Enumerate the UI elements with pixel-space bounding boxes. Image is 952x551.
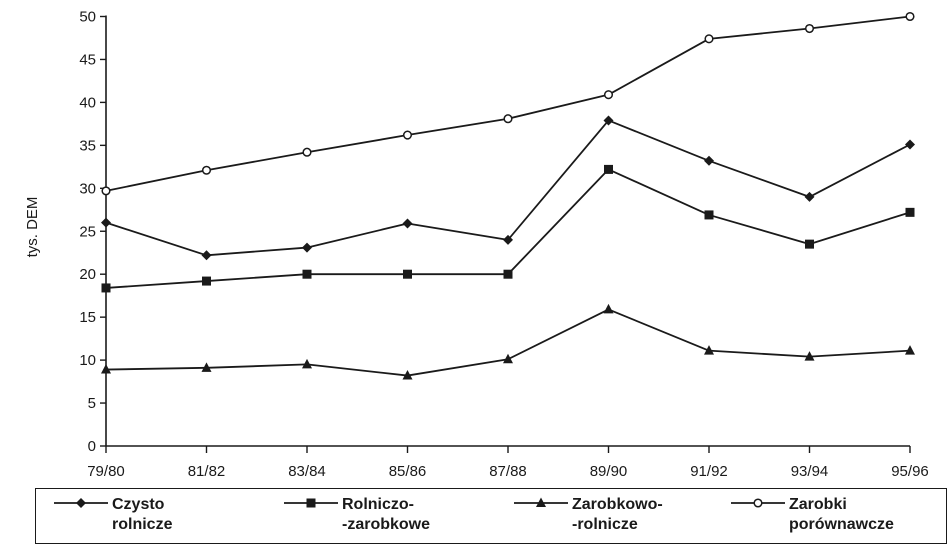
- x-tick-label: 95/96: [891, 463, 929, 480]
- x-tick-label: 79/80: [87, 463, 125, 480]
- data-point-rolniczo: [302, 269, 312, 279]
- data-point-zarobki: [101, 186, 111, 196]
- data-point-zarobkowo: [101, 364, 111, 374]
- y-tick-label: 5: [88, 395, 96, 412]
- data-point-rolniczo: [604, 164, 613, 174]
- series-rolniczo: [101, 164, 915, 293]
- legend-swatch: [514, 497, 568, 507]
- legend-label: Czysto rolnicze: [112, 496, 173, 533]
- x-tick-label: 93/94: [791, 463, 829, 480]
- series-zarobki: [101, 11, 915, 196]
- x-tick-label: 83/84: [288, 463, 326, 480]
- data-point-rolniczo: [202, 276, 211, 286]
- data-point-czysto: [804, 191, 815, 202]
- data-point-zarobkowo: [302, 358, 312, 369]
- data-point-rolniczo: [704, 210, 714, 220]
- data-point-czysto: [101, 217, 111, 228]
- data-point-zarobki: [302, 147, 312, 157]
- series-layer: [101, 11, 915, 380]
- legend: Czysto rolnicze Rolniczo- -zarobkowe Zarob…: [35, 488, 947, 544]
- x-tick-label: 89/90: [590, 463, 628, 480]
- x-tick-label: 81/82: [188, 463, 226, 480]
- line-chart: 0 5 10 15 20 25 30 35 40 45 50 79/80 81/82 83/84 85/86…: [24, 9, 929, 481]
- legend-marker: [536, 497, 546, 507]
- y-tick-label: 35: [79, 137, 96, 154]
- data-point-czysto: [905, 139, 915, 150]
- data-point-rolniczo: [805, 239, 814, 249]
- legend-item: Zarobkowo- -rolnicze: [512, 495, 663, 535]
- y-tick-label: 20: [79, 266, 96, 283]
- data-point-rolniczo: [905, 207, 915, 217]
- data-point-zarobki: [804, 23, 815, 34]
- data-point-zarobki: [704, 34, 714, 44]
- data-point-zarobki: [402, 130, 413, 140]
- y-tick-label: 10: [79, 352, 96, 369]
- legend-label: Rolniczo- -zarobkowe: [342, 496, 431, 533]
- data-point-zarobki: [201, 165, 212, 175]
- legend-swatch: [54, 498, 108, 508]
- y-axis-title: tys. DEM: [24, 197, 41, 258]
- data-point-czysto: [201, 250, 212, 261]
- data-point-czysto: [402, 218, 413, 229]
- data-point-zarobki: [905, 11, 915, 22]
- series-line-zarobki: [105, 15, 911, 192]
- data-point-czysto: [603, 115, 614, 126]
- legend-label: Zarobki porównawcze: [789, 496, 894, 533]
- y-tick-label: 40: [79, 94, 96, 111]
- legend-item: Zarobki porównawcze: [729, 495, 894, 535]
- data-point-zarobki: [503, 114, 513, 124]
- data-point-czysto: [302, 242, 312, 253]
- data-point-czysto: [704, 155, 714, 166]
- y-tick-label: 45: [79, 51, 96, 68]
- y-tick-label: 30: [79, 180, 96, 197]
- y-tick-label: 25: [79, 223, 96, 240]
- data-point-rolniczo: [503, 269, 513, 279]
- y-tick-label: 15: [79, 309, 96, 326]
- data-point-zarobkowo: [503, 353, 513, 364]
- legend-label: Zarobkowo- -rolnicze: [572, 496, 663, 533]
- x-tick-label: 91/92: [690, 463, 728, 480]
- legend-item: Rolniczo- -zarobkowe: [282, 495, 430, 535]
- data-point-zarobkowo: [905, 345, 915, 355]
- series-line-zarobkowo: [105, 308, 911, 377]
- y-tick-label: 50: [79, 9, 96, 26]
- data-point-zarobkowo: [804, 351, 815, 361]
- legend-swatch: [731, 498, 785, 508]
- x-tick-label: 85/86: [389, 463, 427, 480]
- data-point-zarobkowo: [704, 345, 714, 355]
- data-point-zarobkowo: [603, 303, 614, 314]
- legend-item: Czysto rolnicze: [52, 495, 172, 535]
- x-tick-label: 87/88: [489, 463, 527, 480]
- data-point-czysto: [503, 234, 513, 245]
- data-point-zarobki: [603, 90, 614, 100]
- data-point-zarobkowo: [402, 370, 413, 380]
- data-point-rolniczo: [101, 283, 111, 293]
- data-point-rolniczo: [403, 269, 412, 279]
- legend-swatch: [284, 498, 338, 508]
- data-point-zarobkowo: [201, 362, 212, 372]
- legend-marker: [76, 498, 86, 508]
- legend-marker: [753, 498, 763, 508]
- series-czysto: [101, 115, 915, 261]
- legend-marker: [306, 498, 316, 508]
- series-zarobkowo: [101, 303, 915, 380]
- axes: 0 5 10 15 20 25 30 35 40 45 50 79/80 81/82 83/84 85/86…: [79, 9, 928, 481]
- y-tick-label: 0: [88, 438, 96, 455]
